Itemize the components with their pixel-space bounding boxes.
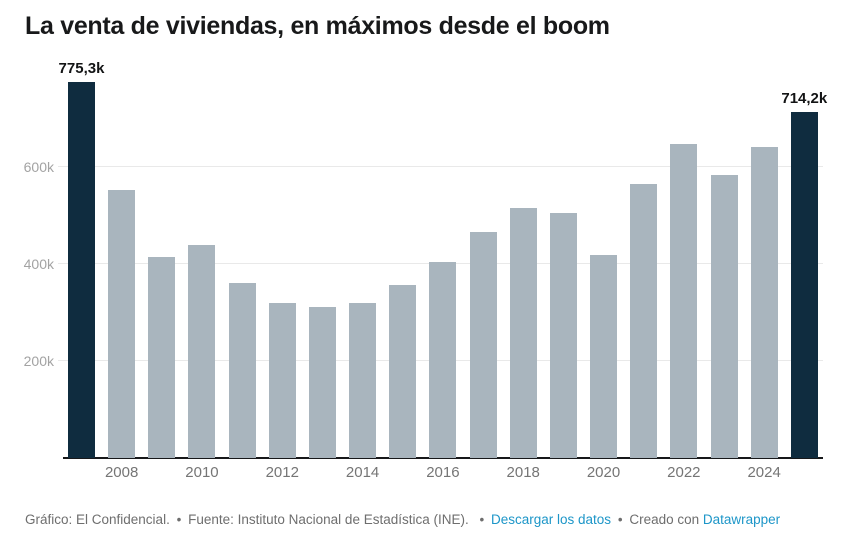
download-data-link[interactable]: Descargar los datos [491, 512, 612, 527]
x-slot-2015 [389, 464, 416, 482]
footer-credit: Gráfico: El Confidencial. [25, 512, 170, 527]
x-slot-2009 [148, 464, 175, 482]
bar-2008[interactable] [108, 190, 136, 458]
bar-2024[interactable] [750, 147, 778, 458]
bar-2023[interactable] [710, 175, 738, 458]
x-tick-label-2020: 2020 [586, 464, 621, 481]
x-tick-label-2014: 2014 [345, 464, 380, 481]
x-tick-label-2016: 2016 [426, 464, 460, 481]
x-slot-2007 [68, 464, 95, 482]
bar-2014[interactable] [349, 303, 377, 458]
y-tick-label: 400k [23, 256, 54, 273]
x-tick-label-2012: 2012 [265, 464, 299, 481]
bar-2019[interactable] [549, 213, 577, 458]
x-slot-2018: 2018 [506, 464, 540, 482]
footer-source: Fuente: Instituto Nacional de Estadístic… [188, 512, 469, 527]
footer-separator: • [479, 512, 485, 527]
x-slot-2024: 2024 [747, 464, 780, 482]
footer-separator: • [617, 512, 623, 527]
x-slot-2016: 2016 [426, 464, 460, 482]
x-slot-2019 [550, 464, 577, 482]
bar-2007[interactable]: 775,3k [59, 60, 104, 458]
x-slot-2017 [470, 464, 497, 482]
x-slot-2021 [630, 464, 657, 482]
chart-title: La venta de viviendas, en máximos desde … [25, 12, 610, 40]
bar-2021[interactable] [630, 184, 658, 458]
x-slot-2022: 2022 [667, 464, 701, 482]
x-slot-2025 [791, 464, 818, 482]
x-tick-label-2010: 2010 [185, 464, 219, 481]
bar-2020[interactable] [590, 254, 618, 458]
bar-2025[interactable]: 714,2k [781, 90, 827, 458]
x-slot-2013 [309, 464, 336, 482]
bar-2013[interactable] [308, 306, 336, 458]
y-tick-label: 600k [23, 159, 54, 176]
bars-container: 775,3k 714,2k [59, 60, 827, 458]
x-slot-2020: 2020 [586, 464, 621, 482]
bar-2010[interactable] [188, 245, 216, 458]
x-slot-2012: 2012 [265, 464, 299, 482]
x-tick-label-2024: 2024 [747, 464, 781, 481]
bar-2011[interactable] [228, 283, 256, 458]
x-tick-label-2008: 2008 [104, 464, 139, 481]
x-axis-line [63, 457, 823, 459]
bar-value-label-2025: 714,2k [781, 89, 828, 107]
footer-created-with: Creado con [629, 512, 700, 527]
x-slot-2011 [229, 464, 256, 482]
x-slot-2008: 2008 [104, 464, 139, 482]
x-slot-2023 [711, 464, 738, 482]
bar-2018[interactable] [509, 207, 537, 458]
bar-2017[interactable] [469, 231, 497, 458]
footer-attribution: Gráfico: El Confidencial. • Fuente: Inst… [25, 511, 780, 528]
bar-2009[interactable] [148, 257, 176, 458]
x-tick-label-2022: 2022 [667, 464, 701, 481]
bar-2022[interactable] [670, 143, 698, 458]
bar-value-label-2007: 775,3k [58, 60, 105, 77]
x-axis-labels: 2008 2010 2012 2014 2016 2018 2020 2022 2024 [68, 464, 818, 482]
bar-2015[interactable] [389, 285, 417, 458]
datawrapper-link[interactable]: Datawrapper [702, 512, 781, 527]
x-tick-label-2018: 2018 [506, 464, 540, 481]
bar-2016[interactable] [429, 261, 457, 458]
gridline-600k [58, 166, 823, 168]
y-axis-labels: 200k 400k 600k [0, 82, 54, 458]
footer-separator: • [176, 512, 182, 527]
bar-2012[interactable] [268, 303, 296, 458]
y-tick-label: 200k [23, 353, 54, 370]
x-slot-2010: 2010 [185, 464, 219, 482]
x-slot-2014: 2014 [345, 464, 380, 482]
